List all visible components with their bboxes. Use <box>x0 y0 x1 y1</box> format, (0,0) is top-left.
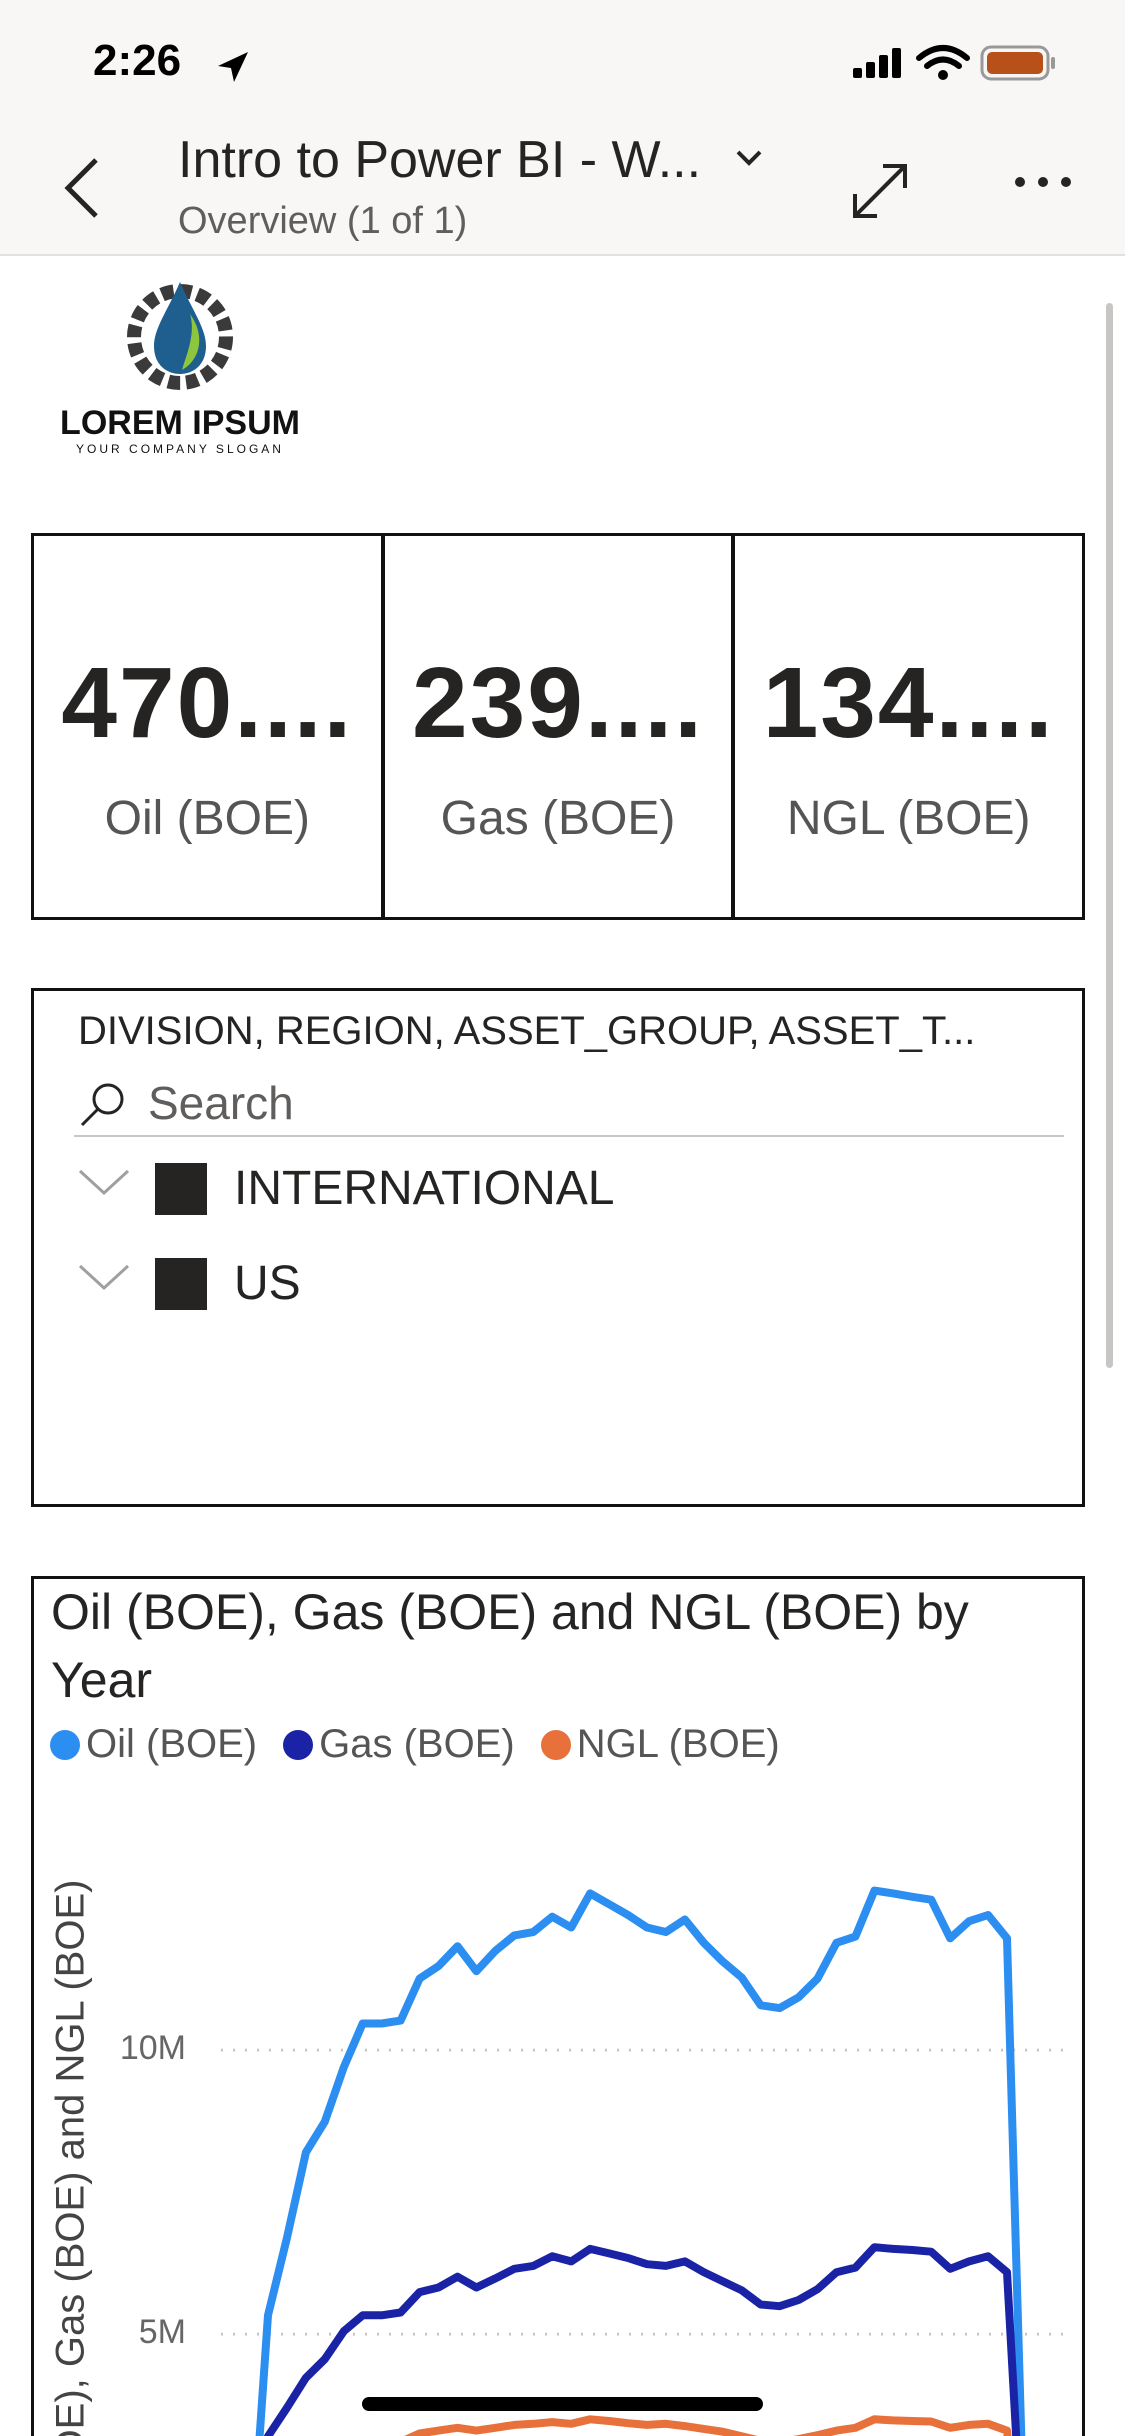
kpi-label: Gas (BOE) <box>440 792 676 845</box>
expand-button[interactable] <box>853 164 907 218</box>
battery-frame <box>980 45 1050 81</box>
checkbox[interactable] <box>155 1258 207 1310</box>
kpi-value: 470.... <box>61 647 354 759</box>
slicer: DIVISION, REGION, ASSET_GROUP, ASSET_T..… <box>31 988 1085 1507</box>
kpi-card[interactable]: 134.... NGL (BOE) <box>735 536 1082 917</box>
logo-slogan: YOUR COMPANY SLOGAN <box>76 442 284 456</box>
series-line <box>255 1886 1026 2436</box>
legend-label: Oil (BOE) <box>86 1722 258 1766</box>
kpi-label: Oil (BOE) <box>104 792 310 845</box>
status-time: 2:26 <box>93 36 182 85</box>
wifi-icon <box>916 45 970 69</box>
chart-frame <box>31 1576 1085 2436</box>
kpi-card[interactable]: 470.... Oil (BOE) <box>34 536 385 917</box>
logo: LOREM IPSUM YOUR COMPANY SLOGAN <box>60 282 300 456</box>
kpi-value: 134.... <box>762 647 1055 759</box>
header-icons <box>64 45 1071 218</box>
more-button[interactable] <box>1015 177 1071 187</box>
y-axis-label: Oil (BOE), Gas (BOE) and NGL (BOE) <box>49 1880 93 2436</box>
legend-marker <box>283 1729 314 1760</box>
legend-marker <box>540 1729 571 1760</box>
home-indicator <box>362 2397 763 2411</box>
checkbox[interactable] <box>155 1163 207 1215</box>
slicer-item[interactable]: INTERNATIONAL <box>34 1151 1034 1231</box>
legend: Oil (BOE) Gas (BOE) NGL (BOE) <box>50 1722 780 1767</box>
legend-item[interactable]: NGL (BOE) <box>540 1722 780 1767</box>
kpi-value: 239.... <box>412 647 704 759</box>
report-title[interactable]: Intro to Power BI - W... <box>178 131 702 189</box>
series-line <box>404 2415 1012 2436</box>
slicer-item[interactable]: US <box>34 1246 1034 1326</box>
page-subtitle: Overview (1 of 1) <box>178 200 468 242</box>
kpi-label: NGL (BOE) <box>786 792 1031 845</box>
battery-level <box>987 52 1043 74</box>
series-line <box>264 2243 1021 2436</box>
app-header: 2:26 Intro to Power BI - W... Overview (… <box>0 0 1125 256</box>
logo-leaf <box>182 314 200 370</box>
location-icon <box>218 52 248 82</box>
search-icon <box>80 1083 124 1127</box>
chart-title: Oil (BOE), Gas (BOE) and NGL (BOE) by Ye… <box>51 1584 969 1708</box>
legend-item[interactable]: Oil (BOE) <box>50 1722 257 1767</box>
legend-marker <box>50 1729 80 1760</box>
legend-label: Gas (BOE) <box>319 1722 515 1766</box>
battery-tip <box>1051 57 1055 69</box>
kpi-cards: 470.... Oil (BOE) 239.... Gas (BOE) 134.… <box>31 533 1085 920</box>
y-tick-label: 5M <box>139 2313 186 2351</box>
title-dropdown[interactable] <box>736 150 762 166</box>
scrollbar <box>1106 303 1113 1368</box>
chart: Oil (BOE), Gas (BOE) and NGL (BOE) 5M 10M <box>31 1576 1085 2436</box>
back-button[interactable] <box>64 158 98 218</box>
search-input[interactable]: Search <box>148 1077 294 1129</box>
slicer-item-label: INTERNATIONAL <box>234 1162 615 1215</box>
slicer-title: DIVISION, REGION, ASSET_GROUP, ASSET_T..… <box>78 1009 976 1053</box>
logo-name: LOREM IPSUM <box>60 404 300 442</box>
slicer-item-label: US <box>234 1257 301 1310</box>
signal-icon <box>853 48 901 78</box>
expand-chevron[interactable] <box>74 1256 134 1296</box>
expand-chevron[interactable] <box>74 1161 134 1201</box>
wifi-dot <box>938 70 948 80</box>
kpi-card[interactable]: 239.... Gas (BOE) <box>385 536 736 917</box>
y-tick-label: 10M <box>120 2029 186 2067</box>
legend-item[interactable]: Gas (BOE) <box>283 1722 515 1767</box>
legend-label: NGL (BOE) <box>576 1722 780 1766</box>
search-underline <box>74 1135 1064 1137</box>
